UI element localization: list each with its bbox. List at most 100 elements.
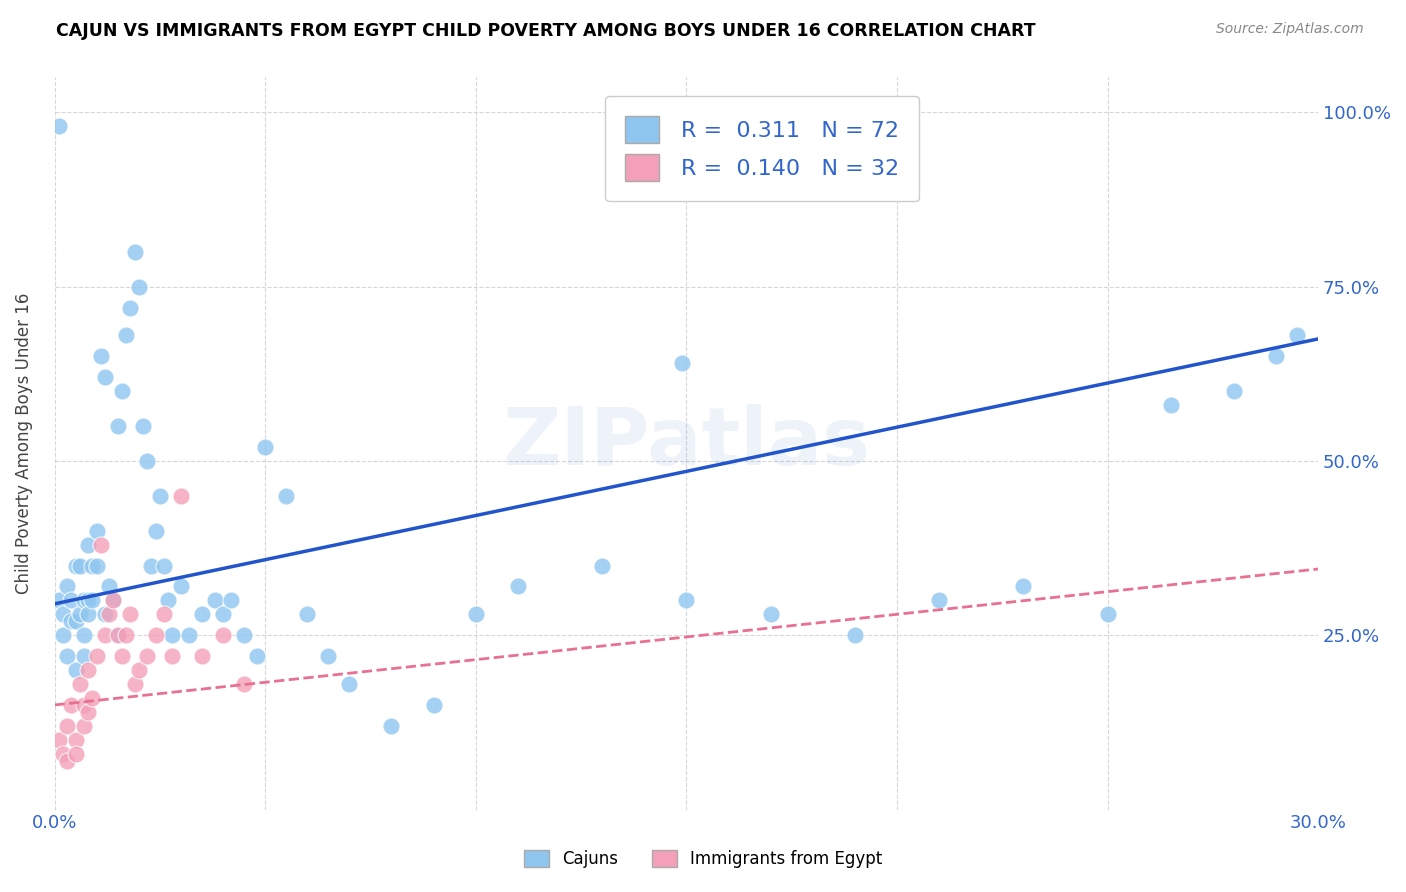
Point	[191, 607, 214, 622]
Point	[86, 649, 108, 664]
Point	[1097, 607, 1119, 622]
Point	[73, 719, 96, 733]
Point	[69, 558, 91, 573]
Point	[132, 419, 155, 434]
Point	[94, 370, 117, 384]
Text: Source: ZipAtlas.com: Source: ZipAtlas.com	[1216, 22, 1364, 37]
Point	[1012, 579, 1035, 593]
Point	[107, 628, 129, 642]
Point	[162, 628, 184, 642]
Point	[56, 579, 79, 593]
Point	[77, 607, 100, 622]
Point	[56, 754, 79, 768]
Point	[1265, 349, 1288, 363]
Legend: R =  0.311   N = 72, R =  0.140   N = 32: R = 0.311 N = 72, R = 0.140 N = 32	[606, 95, 920, 202]
Point	[82, 690, 104, 705]
Point	[162, 649, 184, 664]
Point	[145, 628, 167, 642]
Point	[73, 593, 96, 607]
Point	[233, 677, 256, 691]
Point	[65, 663, 87, 677]
Point	[65, 732, 87, 747]
Point	[276, 489, 298, 503]
Point	[221, 593, 243, 607]
Point	[191, 649, 214, 664]
Point	[52, 747, 75, 761]
Point	[233, 628, 256, 642]
Point	[1160, 398, 1182, 412]
Point	[77, 593, 100, 607]
Point	[73, 649, 96, 664]
Point	[56, 719, 79, 733]
Point	[145, 524, 167, 538]
Point	[52, 607, 75, 622]
Point	[48, 120, 70, 134]
Point	[65, 747, 87, 761]
Point	[111, 649, 134, 664]
Point	[98, 607, 121, 622]
Point	[65, 558, 87, 573]
Point	[73, 698, 96, 712]
Point	[48, 732, 70, 747]
Legend: Cajuns, Immigrants from Egypt: Cajuns, Immigrants from Egypt	[517, 843, 889, 875]
Y-axis label: Child Poverty Among Boys Under 16: Child Poverty Among Boys Under 16	[15, 293, 32, 594]
Point	[671, 356, 693, 370]
Point	[111, 384, 134, 399]
Point	[82, 593, 104, 607]
Point	[48, 593, 70, 607]
Point	[136, 454, 159, 468]
Point	[153, 607, 176, 622]
Point	[204, 593, 226, 607]
Point	[212, 628, 235, 642]
Point	[675, 593, 697, 607]
Point	[141, 558, 163, 573]
Point	[318, 649, 340, 664]
Point	[591, 558, 613, 573]
Point	[103, 593, 125, 607]
Text: ZIPatlas: ZIPatlas	[502, 404, 870, 483]
Point	[69, 677, 91, 691]
Point	[297, 607, 319, 622]
Point	[120, 301, 142, 315]
Point	[115, 328, 138, 343]
Point	[98, 579, 121, 593]
Point	[103, 593, 125, 607]
Point	[107, 628, 129, 642]
Point	[73, 628, 96, 642]
Point	[422, 698, 444, 712]
Point	[124, 244, 146, 259]
Point	[928, 593, 950, 607]
Point	[77, 538, 100, 552]
Point	[136, 649, 159, 664]
Point	[506, 579, 529, 593]
Point	[170, 579, 193, 593]
Point	[212, 607, 235, 622]
Point	[65, 615, 87, 629]
Point	[60, 698, 83, 712]
Point	[128, 663, 150, 677]
Point	[94, 607, 117, 622]
Point	[464, 607, 486, 622]
Point	[86, 524, 108, 538]
Point	[94, 628, 117, 642]
Point	[60, 593, 83, 607]
Point	[179, 628, 201, 642]
Point	[82, 558, 104, 573]
Point	[1223, 384, 1246, 399]
Text: CAJUN VS IMMIGRANTS FROM EGYPT CHILD POVERTY AMONG BOYS UNDER 16 CORRELATION CHA: CAJUN VS IMMIGRANTS FROM EGYPT CHILD POV…	[56, 22, 1036, 40]
Point	[77, 663, 100, 677]
Point	[107, 419, 129, 434]
Point	[90, 538, 112, 552]
Point	[246, 649, 269, 664]
Point	[56, 649, 79, 664]
Point	[69, 607, 91, 622]
Point	[254, 440, 277, 454]
Point	[337, 677, 360, 691]
Point	[115, 628, 138, 642]
Point	[77, 705, 100, 719]
Point	[120, 607, 142, 622]
Point	[149, 489, 172, 503]
Point	[380, 719, 402, 733]
Point	[60, 615, 83, 629]
Point	[52, 628, 75, 642]
